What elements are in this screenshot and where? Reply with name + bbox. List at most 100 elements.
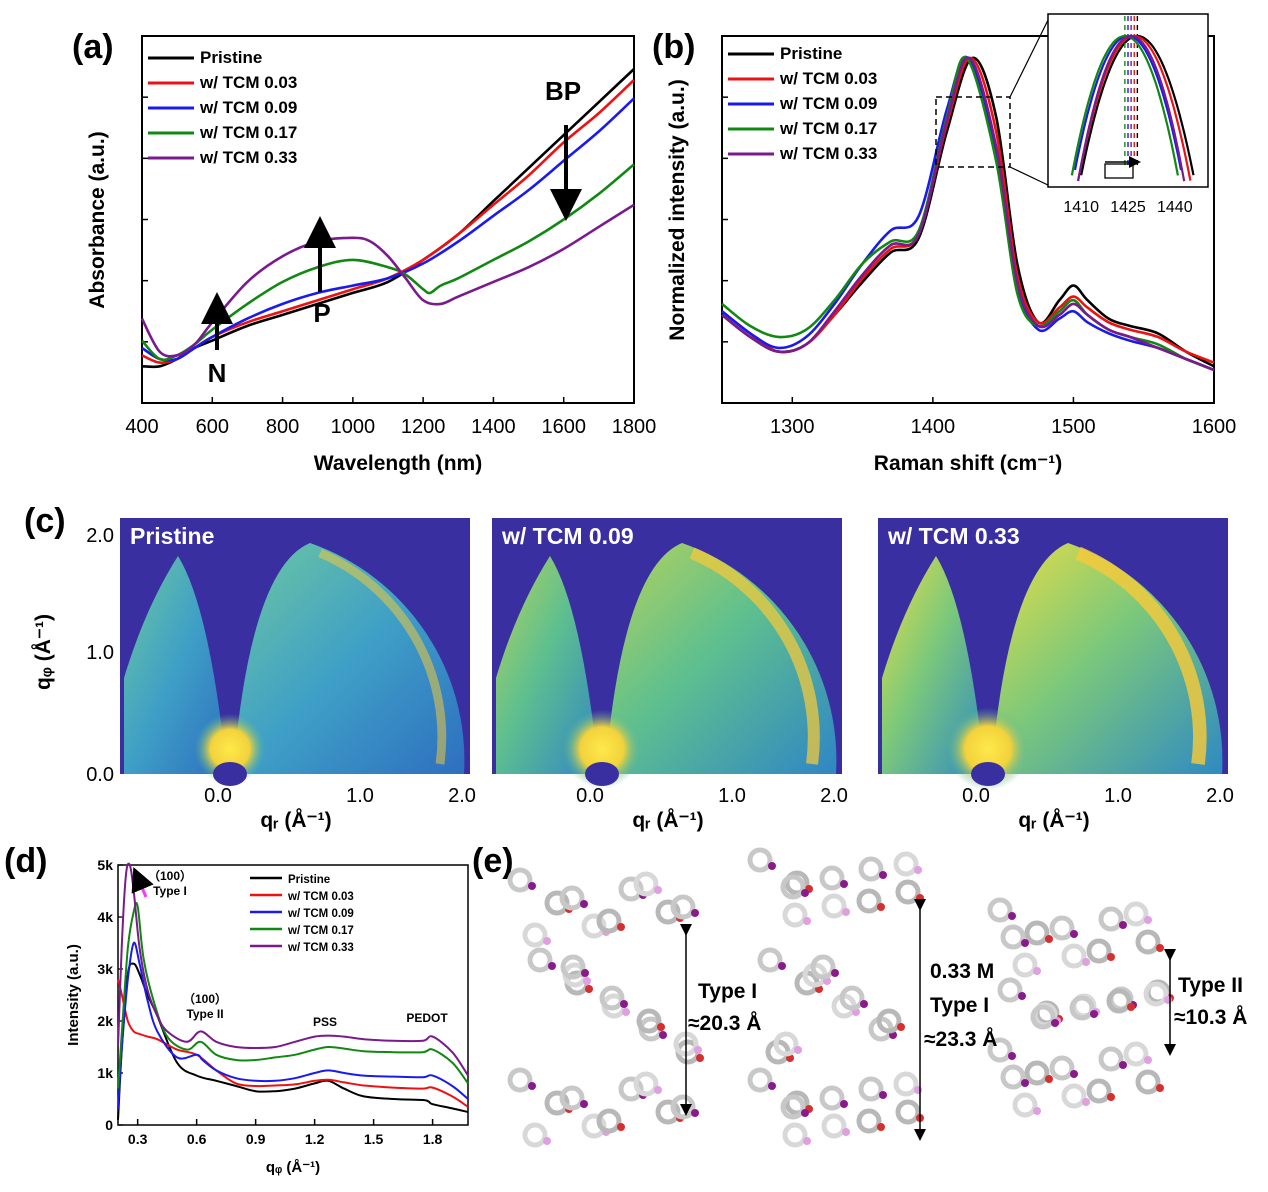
giwaxs-map-0: Pristine 0.0 1.0 2.0 qᵣ (Å⁻¹) 0.0 1.0 2.0 [86,518,476,832]
ytick-label-d-4: 4k [97,909,113,925]
giwaxs-xtick-0-2: 2.0 [448,785,476,807]
ring-4-9 [780,1094,806,1120]
ring-4-4 [895,1099,921,1125]
ring-5-7 [876,1008,902,1034]
annotation-bp: BP [545,76,581,106]
ring-4-5 [782,1122,808,1148]
ring-0-8 [633,871,659,897]
panel-d-linecut-chart: 0.3 0.6 0.9 1.2 1.5 1.8 0 1k 2k 3k 4k 5k Pristine w/… [65,857,469,1176]
atom-3-0 [768,862,776,870]
molecule-cluster-8 [997,977,1174,1030]
ring-5-6 [839,985,865,1011]
ring-1-5 [522,1122,548,1148]
giwaxs-label-0: Pristine [130,523,214,549]
giwaxs-map-2: w/ TCM 0.33 0.0 1.0 2.0 qᵣ (Å⁻¹) [878,518,1234,832]
giwaxs-center-glow-0 [194,713,266,785]
ring-4-0 [747,1067,773,1093]
panel-label-e: (e) [472,842,514,880]
label-type-ii: Type II [1178,974,1243,997]
ytick-label-d-3: 3k [97,961,113,977]
ring-6-2 [1061,943,1087,969]
xtick-label-b-3: 1600 [1192,416,1237,438]
ring-4-3 [858,1076,884,1102]
ring-7-8 [1123,1041,1149,1067]
legend-label-b-1: w/ TCM 0.03 [779,69,877,88]
atom-3-4 [916,894,924,902]
legend-label-a-1: w/ TCM 0.03 [199,73,297,92]
xtick-label-a-5: 1400 [471,416,516,438]
atom-2-6 [620,1000,628,1008]
zoom-connector-top [1009,15,1051,98]
molecule-cluster-5 [757,947,905,1065]
atom-4-5 [803,1137,811,1145]
atom-6-5 [1033,967,1041,975]
label-type-i-spacing: ≈20.3 Å [688,1011,761,1035]
panel-label-d: (d) [4,842,47,880]
series-line-d-2 [117,941,469,1110]
atom-5-6 [860,1000,868,1008]
annotation-100-type-i: （100） [148,868,192,883]
atom-1-5 [543,1137,551,1145]
ring-0-4 [655,899,681,925]
ring-0-5 [522,922,548,948]
atom-1-9 [691,1109,699,1117]
ring-0-6 [559,885,585,911]
panel-label-a: (a) [72,28,114,66]
ring-6-9 [1000,924,1026,950]
inset-xtick-0: 1410 [1063,199,1099,216]
molecule-cluster-6 [987,897,1164,978]
giwaxs-ytick-0: 0.0 [86,764,114,786]
atom-2-3 [659,1031,667,1039]
ring-1-7 [596,1108,622,1134]
xtick-label-a-4: 1200 [401,416,446,438]
annotation-type-i: Type I [153,884,187,898]
ring-3-4 [895,879,921,905]
legend-label-b-2: w/ TCM 0.09 [779,94,877,113]
ring-5-0 [757,947,783,973]
xtick-label-a-6: 1600 [541,416,586,438]
ring-3-2 [821,893,847,919]
giwaxs-xtick-1-0: 0.0 [576,785,604,807]
atom-2-8 [694,1046,702,1054]
giwaxs-center-glow-2 [946,707,1030,791]
ring-6-0 [987,897,1013,923]
giwaxs-xtick-2-1: 1.0 [1104,785,1132,807]
atom-2-0 [548,962,556,970]
atom-6-7 [1107,953,1115,961]
giwaxs-right-lobe-1 [605,543,837,774]
annotation-pedot: PEDOT [406,1011,448,1025]
ring-2-0 [527,947,553,973]
xtick-label-d-4: 1.5 [364,1131,384,1147]
ring-5-8 [773,1031,799,1057]
xtick-label-d-5: 1.8 [423,1131,443,1147]
atom-3-2 [842,908,850,916]
inset-shift-box [1104,163,1134,179]
ring-6-1 [1024,920,1050,946]
atom-7-1 [1045,1075,1053,1083]
atom-3-8 [914,866,922,874]
giwaxs-label-2: w/ TCM 0.33 [887,523,1020,549]
legend-label-b-3: w/ TCM 0.17 [779,119,877,138]
xtick-label-d-2: 0.9 [246,1131,266,1147]
annotation-type-ii: Type II [186,1007,223,1021]
atom-2-2 [622,1008,630,1016]
giwaxs-xtick-1-1: 1.0 [718,785,746,807]
giwaxs-beamstop-1 [585,762,619,786]
xtick-label-d-3: 1.2 [305,1131,325,1147]
giwaxs-ring-2 [1075,546,1207,765]
ring-7-3 [1098,1046,1124,1072]
ring-3-6 [819,865,845,891]
atom-0-7 [617,923,625,931]
panel-d-ylabel: Intensity (a.u.) [65,944,82,1046]
ytick-label-d-5: 5k [97,857,113,873]
xtick-label-d-0: 0.3 [128,1131,148,1147]
legend-label-d-2: w/ TCM 0.09 [287,908,354,920]
ring-2-9 [560,954,586,980]
ring-1-8 [633,1071,659,1097]
atom-4-8 [914,1086,922,1094]
ring-1-6 [559,1085,585,1111]
atom-2-9 [581,969,589,977]
giwaxs-map-1: w/ TCM 0.09 0.0 1.0 2.0 qᵣ (Å⁻¹) [492,518,848,832]
ring-1-4 [655,1099,681,1125]
